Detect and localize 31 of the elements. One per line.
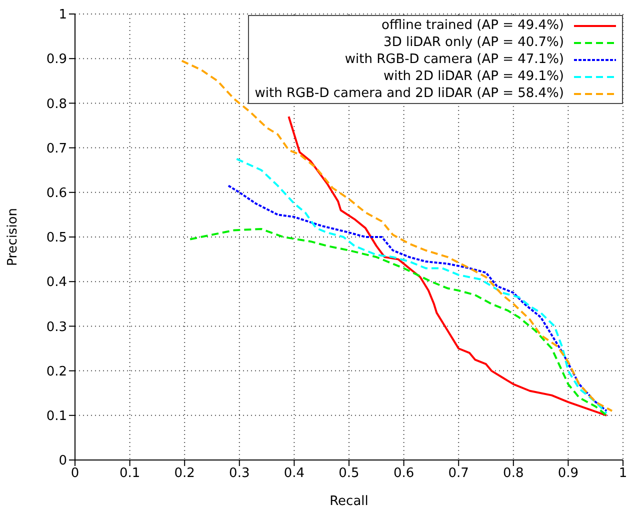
x-tick-label: 0.6 xyxy=(393,466,414,482)
x-tick-label: 0.9 xyxy=(558,466,579,482)
x-tick-label: 1 xyxy=(618,466,628,482)
legend-label: with RGB-D camera and 2D liDAR (AP = 58.4%) xyxy=(254,85,564,102)
x-tick-label: 0.8 xyxy=(503,466,524,482)
x-tick-label: 0.4 xyxy=(284,466,305,482)
x-tick-label: 0.7 xyxy=(448,466,469,482)
legend-label: with RGB-D camera (AP = 47.1%) xyxy=(344,51,564,68)
y-tick-label: 0.3 xyxy=(46,320,67,335)
x-tick-label: 0.5 xyxy=(338,466,360,482)
x-tick-label: 0.3 xyxy=(229,466,250,482)
y-tick-label: 0.7 xyxy=(46,141,67,156)
y-tick-label: 0.1 xyxy=(46,409,67,424)
legend-label: offline trained (AP = 49.4%) xyxy=(382,17,564,34)
x-axis-title: Recall xyxy=(330,494,368,509)
x-tick-label: 0.1 xyxy=(119,466,140,482)
y-tick-label: 0.9 xyxy=(46,52,67,68)
line-series xyxy=(189,228,608,416)
y-tick-label: 0.6 xyxy=(46,186,67,202)
x-tick-label: 0.2 xyxy=(174,466,195,482)
y-tick-label: 0.5 xyxy=(46,230,67,246)
y-tick-label: 0.8 xyxy=(46,96,67,112)
y-tick-label: 1 xyxy=(58,8,67,23)
y-tick-label: 0.4 xyxy=(46,275,67,290)
legend-label: with 2D liDAR (AP = 49.1%) xyxy=(383,68,564,85)
line-series xyxy=(288,116,608,416)
x-tick-label: 0 xyxy=(70,466,80,482)
y-tick-label: 0 xyxy=(58,454,67,469)
y-tick-label: 0.2 xyxy=(46,364,67,380)
y-axis-title: Precision xyxy=(6,208,21,266)
legend-label: 3D liDAR only (AP = 40.7%) xyxy=(384,34,564,51)
